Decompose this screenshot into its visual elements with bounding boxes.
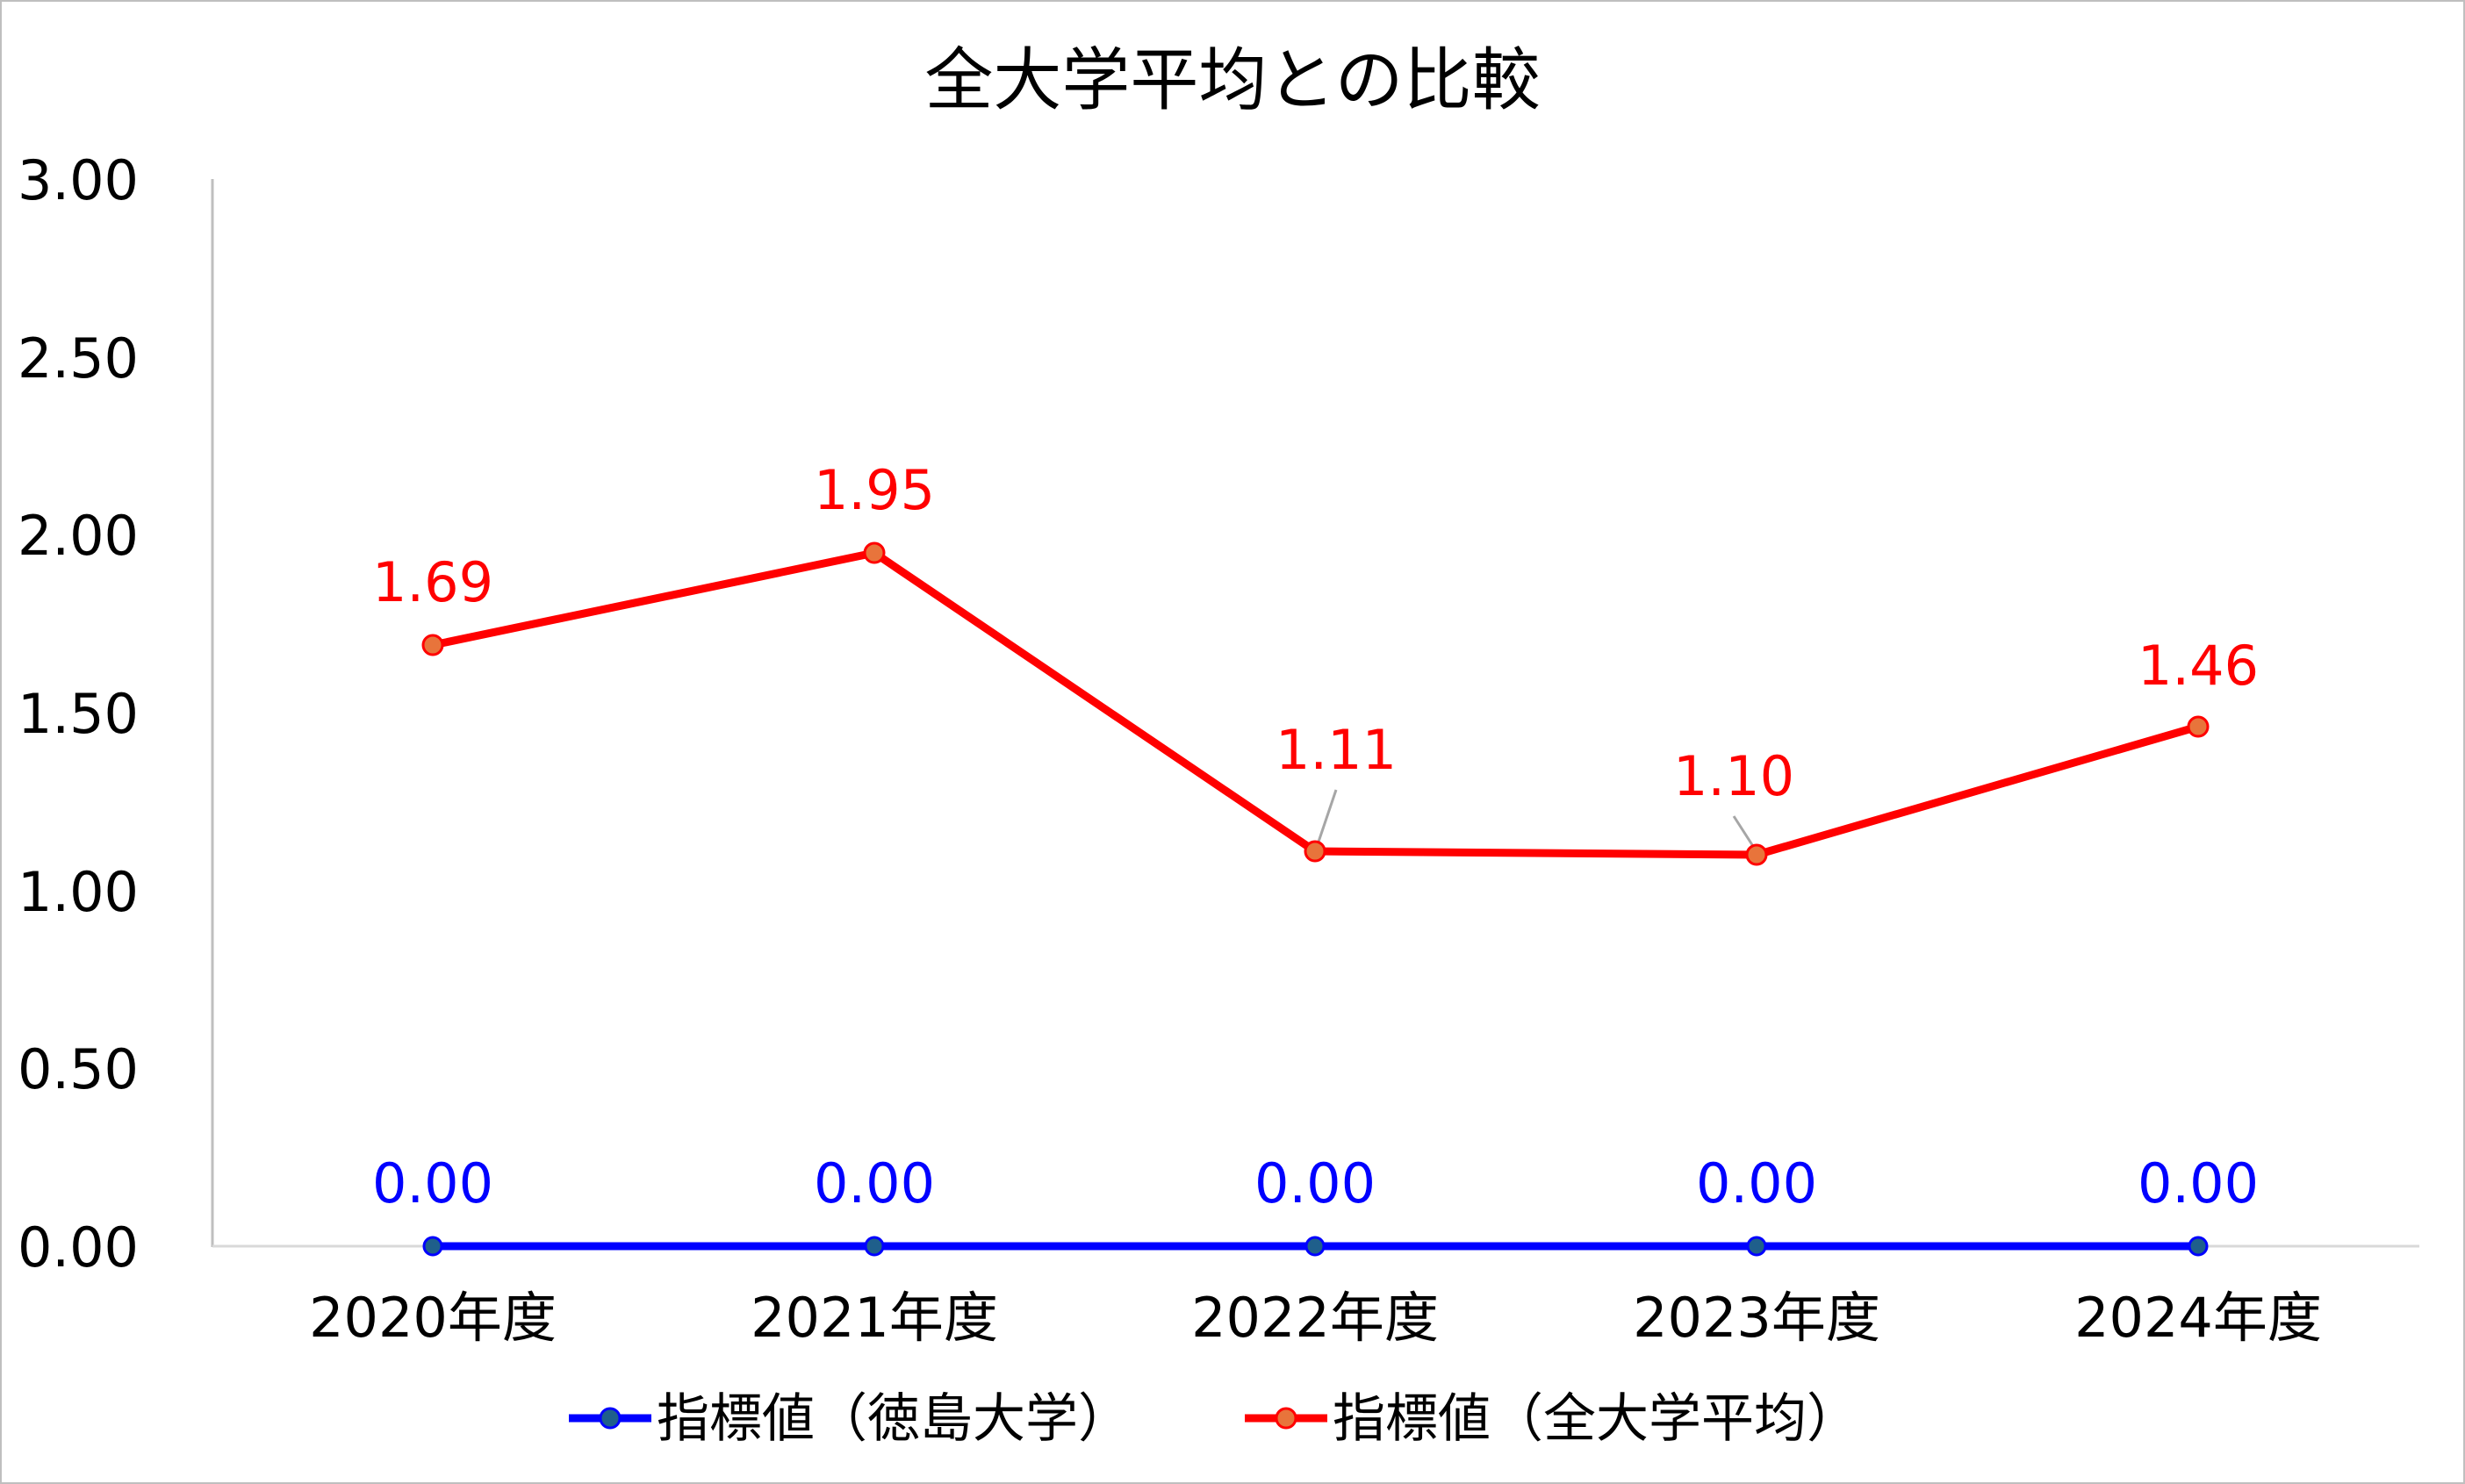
x-tick-label: 2024年度 [2074,1286,2322,1350]
y-tick-label: 2.00 [18,504,139,568]
series-line-all-average [432,548,2200,859]
leader-line [1314,789,1338,850]
data-label: 1.11 [1276,718,1397,782]
data-label: 1.95 [814,458,935,522]
legend: 指標値（徳島大学） 指標値（全大学平均） [569,1388,1859,1450]
data-label: 1.46 [2138,634,2259,698]
data-point-marker[interactable] [863,541,886,564]
data-point-marker[interactable] [1746,1236,1767,1257]
legend-marker-icon [1275,1407,1297,1430]
y-axis-labels: 3.00 2.50 2.00 1.50 1.00 0.50 0.00 [18,148,139,1280]
data-point-marker[interactable] [1745,843,1768,866]
legend-marker-icon [599,1407,622,1430]
data-point-marker[interactable] [864,1236,885,1257]
series-all-average: 1.69 1.95 1.11 1.10 1.46 [372,458,2259,866]
y-tick-label: 2.50 [18,326,139,391]
chart-title: 全大学平均との比較 [924,41,1540,120]
x-tick-label: 2021年度 [751,1286,998,1350]
data-point-marker[interactable] [2188,1236,2209,1257]
data-label: 1.10 [1673,744,1794,808]
data-label: 0.00 [1696,1151,1817,1215]
y-tick-label: 3.00 [18,148,139,212]
data-label: 0.00 [372,1151,493,1215]
y-tick-label: 0.50 [18,1037,139,1101]
data-point-marker[interactable] [1304,840,1326,863]
data-label: 0.00 [814,1151,935,1215]
data-label: 0.00 [2138,1151,2259,1215]
data-point-marker[interactable] [421,634,444,656]
data-point-marker[interactable] [422,1236,443,1257]
y-tick-label: 1.50 [18,682,139,746]
x-tick-label: 2020年度 [309,1286,557,1350]
data-label: 0.00 [1254,1151,1376,1215]
y-tick-label: 1.00 [18,860,139,924]
data-point-marker[interactable] [1304,1236,1326,1257]
legend-label: 指標値（徳島大学） [657,1388,1131,1450]
series-tokushima: 0.00 0.00 0.00 0.00 0.00 [372,1151,2259,1257]
x-axis-labels: 2020年度 2021年度 2022年度 2023年度 2024年度 [309,1286,2322,1350]
legend-item-all-average[interactable]: 指標値（全大学平均） [1245,1388,1859,1450]
data-label: 1.69 [372,550,493,614]
y-tick-label: 0.00 [18,1215,139,1280]
data-point-marker[interactable] [2187,715,2210,738]
x-tick-label: 2023年度 [1633,1286,1880,1350]
legend-label: 指標値（全大学平均） [1333,1388,1859,1450]
legend-item-tokushima[interactable]: 指標値（徳島大学） [569,1388,1131,1450]
x-tick-label: 2022年度 [1191,1286,1439,1350]
